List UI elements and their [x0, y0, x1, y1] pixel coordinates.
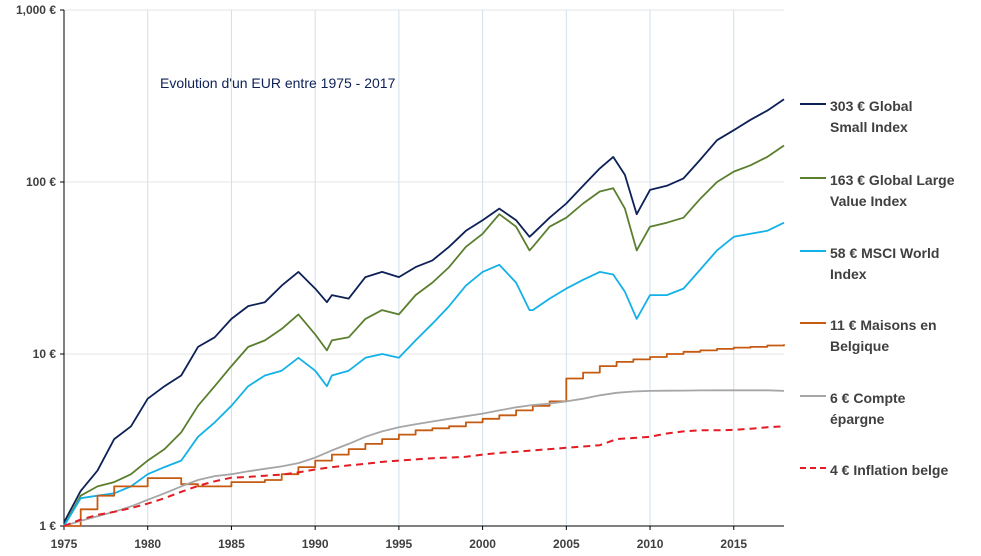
legend-swatch — [800, 322, 826, 324]
legend-swatch — [800, 467, 826, 469]
legend-swatch — [800, 395, 826, 397]
y-tick-label: 100 € — [26, 175, 56, 189]
y-tick-label: 1 € — [39, 519, 56, 533]
grid — [64, 9, 784, 526]
series-line-global-small-index — [63, 98, 785, 523]
legend-item: 303 € Global Small Index — [800, 92, 981, 142]
legend-label: 303 € Global Small Index — [830, 98, 913, 135]
y-ticks: 1 € 10 € 100 € 1,000 € — [16, 3, 64, 533]
y-tick-label: 1,000 € — [16, 3, 56, 17]
x-tick-label: 2005 — [553, 537, 580, 551]
legend-swatch — [800, 177, 826, 179]
x-tick-label: 1980 — [134, 537, 161, 551]
series-lines — [63, 98, 785, 527]
x-tick-label: 2015 — [720, 537, 747, 551]
series-line-inflation-belge — [63, 425, 785, 527]
chart-title: Evolution d'un EUR entre 1975 - 2017 — [160, 75, 396, 91]
legend-item: 58 € MSCI World Index — [800, 239, 981, 289]
axes — [63, 10, 784, 527]
legend-swatch — [800, 103, 826, 105]
legend-item: 4 € Inflation belge — [800, 456, 981, 506]
x-tick-label: 2000 — [469, 537, 496, 551]
x-tick-label: 1995 — [386, 537, 413, 551]
legend-swatch — [800, 250, 826, 252]
series-line-compte-pargne — [63, 389, 785, 527]
legend-item: 11 € Maisons en Belgique — [800, 311, 981, 361]
legend-label: 6 € Compte épargne — [830, 390, 906, 427]
legend-label: 4 € Inflation belge — [830, 462, 949, 478]
x-tick-label: 1985 — [218, 537, 245, 551]
x-ticks: 1975 1980 1985 1990 1995 2000 2005 2010 2015 — [51, 526, 747, 551]
legend-label: 58 € MSCI World Index — [830, 245, 940, 282]
series-line-global-large-value-index — [63, 144, 785, 527]
x-tick-label: 1975 — [51, 537, 78, 551]
series-line-msci-world-index — [63, 221, 785, 527]
legend-item: 6 € Compte épargne — [800, 384, 981, 434]
legend-label: 163 € Global Large Value Index — [830, 172, 955, 209]
legend-label: 11 € Maisons en Belgique — [830, 317, 937, 354]
x-tick-label: 1990 — [302, 537, 329, 551]
legend-item: 163 € Global Large Value Index — [800, 166, 981, 216]
y-tick-label: 10 € — [33, 347, 57, 361]
x-tick-label: 2010 — [637, 537, 664, 551]
series-line-maisons-en-belgique — [64, 344, 785, 527]
